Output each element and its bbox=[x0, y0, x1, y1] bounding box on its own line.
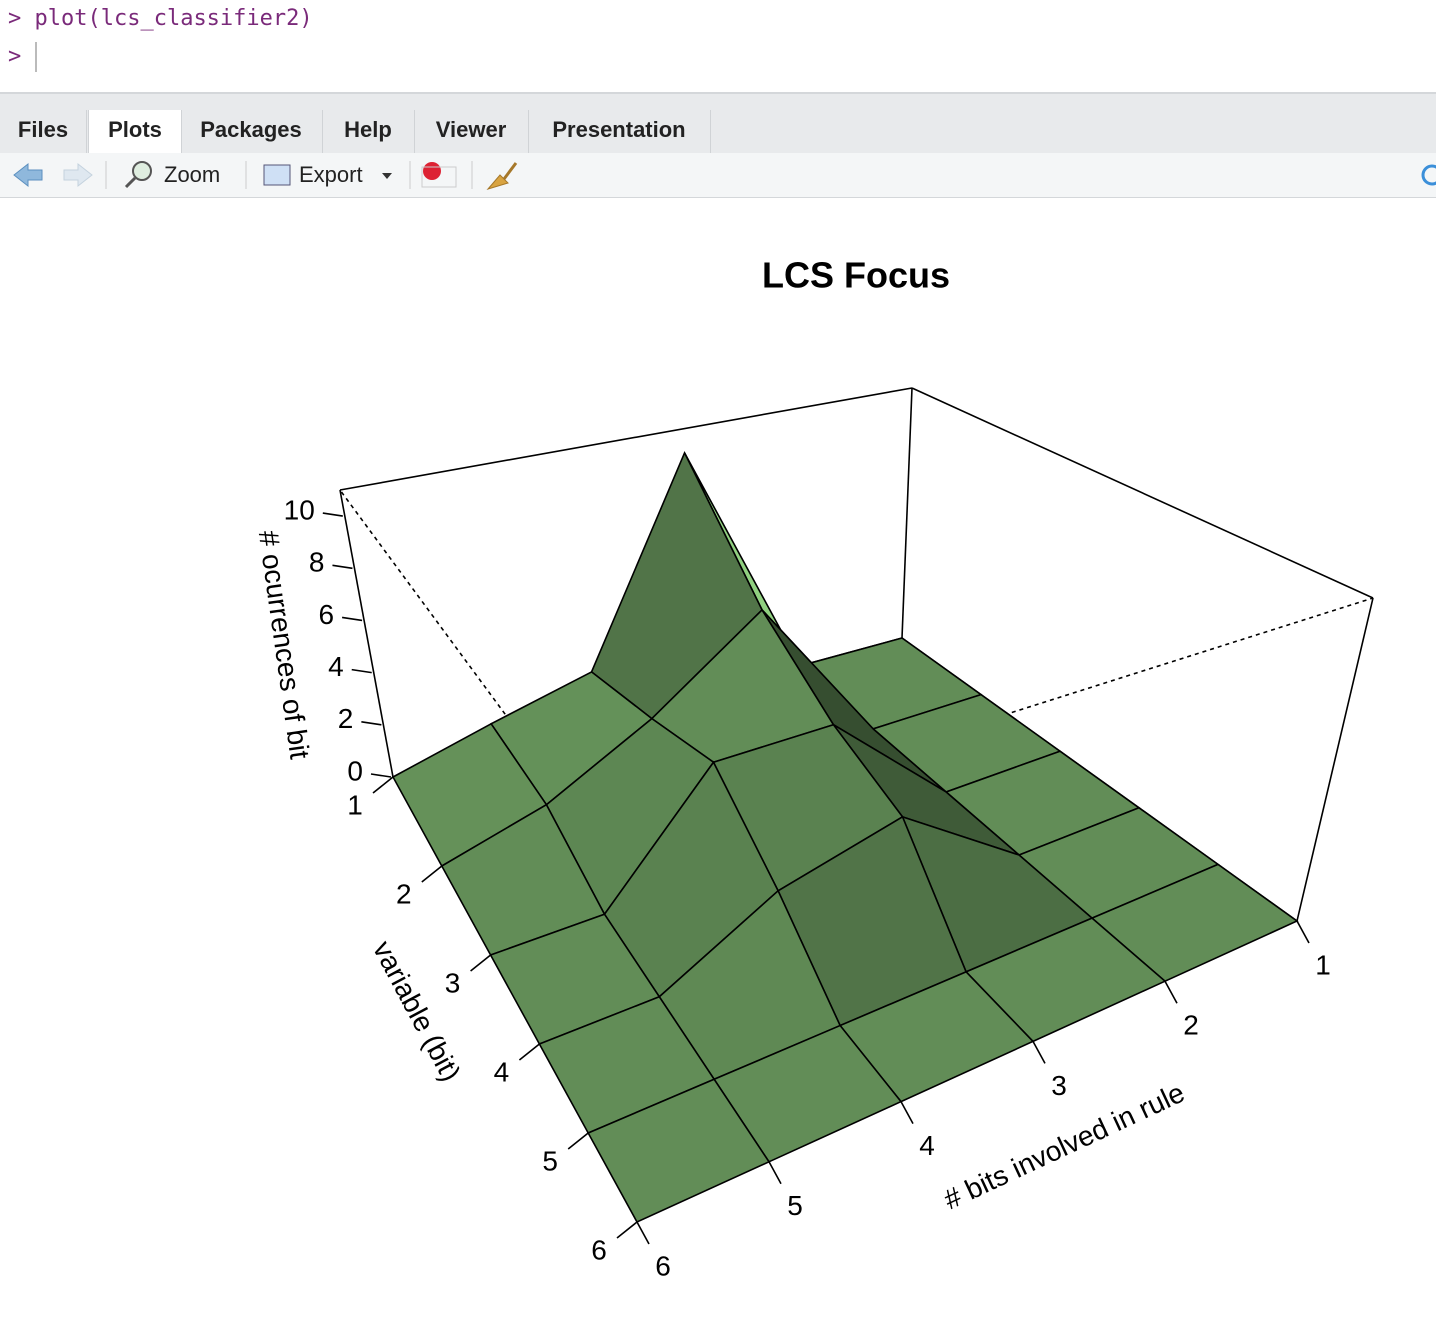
z-tick bbox=[351, 668, 372, 674]
z-tick-label: 0 bbox=[347, 755, 363, 786]
tab[interactable]: Packages bbox=[180, 110, 323, 154]
y-tick-label: 6 bbox=[591, 1234, 607, 1265]
command: plot(lcs_classifier2) bbox=[34, 6, 313, 31]
x-tick-label: 4 bbox=[919, 1130, 935, 1161]
y-tick-label: 5 bbox=[542, 1145, 558, 1176]
z-tick bbox=[322, 512, 343, 517]
z-tick-label: 2 bbox=[338, 703, 354, 734]
y-tick bbox=[518, 1043, 540, 1061]
export-dropdown[interactable] bbox=[382, 173, 392, 179]
x-tick-label: 2 bbox=[1183, 1010, 1199, 1041]
tab[interactable]: Files bbox=[0, 110, 87, 154]
z-tick-label: 10 bbox=[284, 494, 315, 525]
zoom-label[interactable]: Zoom bbox=[164, 162, 221, 187]
zoom-icon-handle bbox=[124, 176, 137, 189]
z-tick-label: 6 bbox=[319, 599, 335, 630]
y-axis-title: variable (bit) bbox=[367, 936, 467, 1087]
y-tick bbox=[421, 865, 443, 883]
tab[interactable]: Plots bbox=[88, 110, 182, 154]
export-label[interactable]: Export bbox=[299, 162, 363, 187]
x-tick bbox=[900, 1101, 914, 1124]
forward-button[interactable] bbox=[63, 162, 93, 188]
x-tick-label: 3 bbox=[1051, 1070, 1067, 1101]
tab[interactable]: Viewer bbox=[414, 110, 529, 154]
y-tick-label: 2 bbox=[396, 878, 412, 909]
box-edge bbox=[339, 489, 394, 778]
x-tick-label: 5 bbox=[787, 1190, 803, 1221]
z-tick bbox=[341, 616, 363, 622]
box-edge bbox=[901, 387, 913, 639]
x-tick-label: 1 bbox=[1315, 949, 1331, 980]
box-edge-hidden bbox=[599, 597, 1374, 844]
x-tick bbox=[636, 1221, 650, 1245]
toolbar: Zoom Export bbox=[0, 153, 1436, 198]
tab[interactable]: Help bbox=[322, 110, 415, 154]
z-axis-title: # ocurrences of bit bbox=[253, 528, 316, 761]
x-tick bbox=[1296, 920, 1310, 944]
remove-plot-frame bbox=[421, 166, 457, 188]
cursor bbox=[34, 42, 37, 72]
broom-handle bbox=[502, 162, 518, 180]
z-tick bbox=[332, 564, 353, 570]
y-tick bbox=[470, 954, 492, 972]
z-tick-label: 8 bbox=[309, 547, 325, 578]
y-tick bbox=[372, 776, 394, 794]
y-tick bbox=[567, 1132, 589, 1150]
box-edge bbox=[911, 387, 1374, 599]
console-line: > plot(lcs_classifier2) bbox=[8, 6, 313, 31]
console: > plot(lcs_classifier2) > bbox=[0, 0, 1436, 90]
z-tick bbox=[370, 773, 392, 778]
back-button[interactable] bbox=[13, 162, 43, 188]
prompt: > bbox=[8, 44, 22, 69]
z-tick-label: 4 bbox=[328, 651, 344, 682]
y-tick-label: 1 bbox=[347, 789, 363, 820]
box-edge bbox=[1296, 597, 1374, 922]
chart-title: LCS Focus bbox=[762, 255, 950, 296]
x-tick-label: 6 bbox=[655, 1250, 671, 1281]
prompt: > bbox=[8, 6, 22, 31]
refresh-button[interactable] bbox=[1421, 164, 1436, 186]
x-tick bbox=[1164, 980, 1178, 1004]
y-tick-label: 4 bbox=[494, 1056, 510, 1087]
tab[interactable]: Presentation bbox=[528, 110, 711, 154]
z-tick bbox=[361, 721, 382, 726]
y-tick-label: 3 bbox=[445, 967, 461, 998]
y-tick bbox=[616, 1221, 638, 1239]
toolbar-icons bbox=[13, 161, 1436, 190]
zoom-icon[interactable] bbox=[132, 161, 152, 181]
box-edge bbox=[339, 387, 913, 491]
x-tick bbox=[1032, 1041, 1046, 1064]
x-tick bbox=[768, 1161, 782, 1185]
console-line: > bbox=[8, 42, 37, 72]
export-icon[interactable] bbox=[263, 164, 291, 186]
